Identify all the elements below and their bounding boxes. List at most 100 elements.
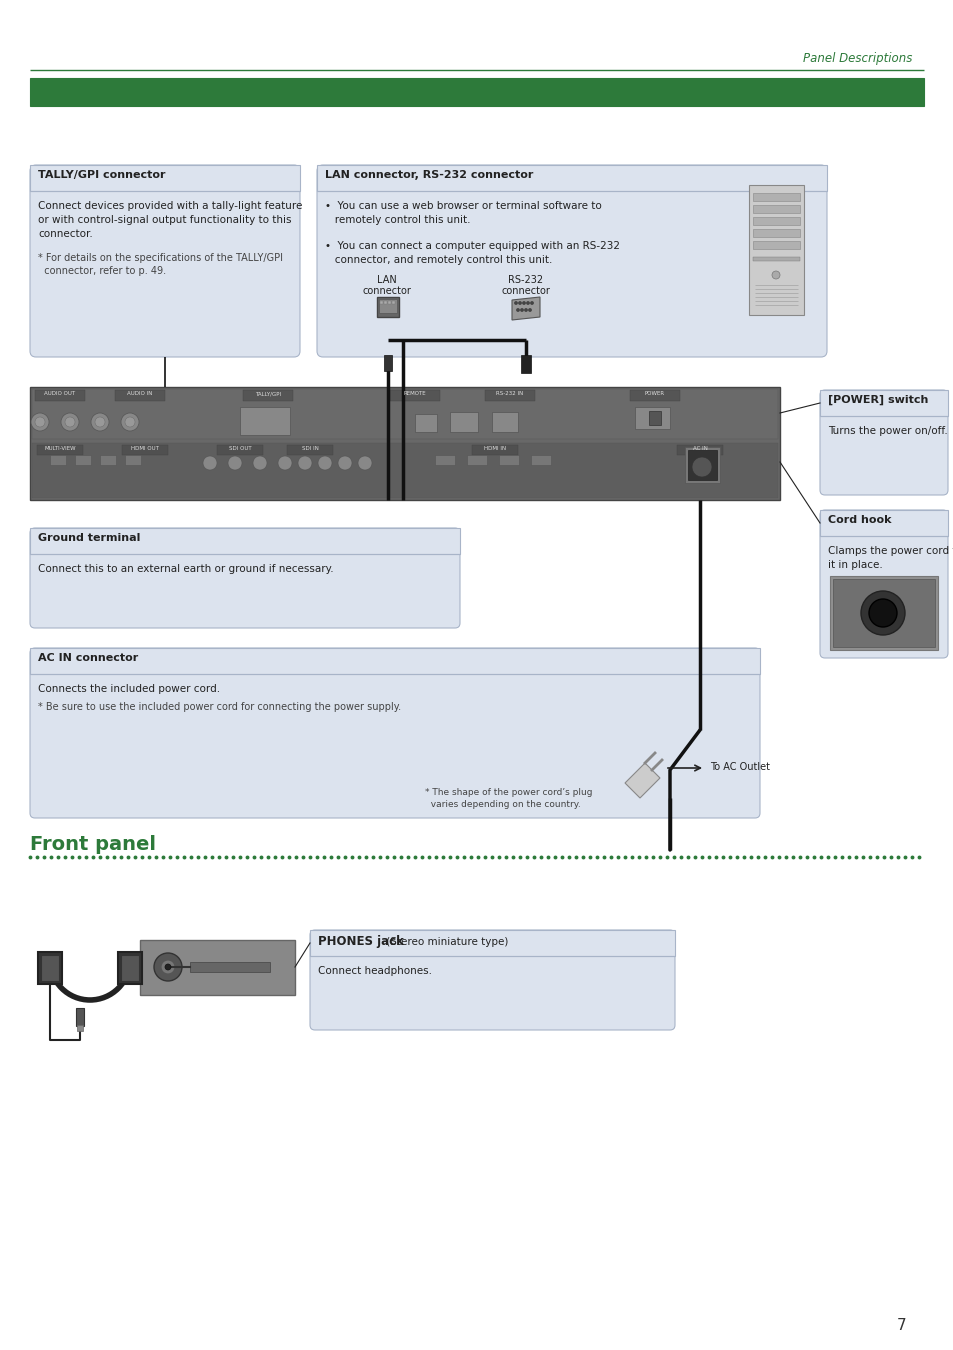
Bar <box>472 446 517 455</box>
Text: * Be sure to use the included power cord for connecting the power supply.: * Be sure to use the included power cord… <box>38 702 400 711</box>
Bar <box>752 217 800 225</box>
Text: Ground terminal: Ground terminal <box>38 533 140 543</box>
Text: Front panel: Front panel <box>30 836 156 855</box>
Circle shape <box>121 413 139 431</box>
Bar <box>435 455 455 464</box>
Circle shape <box>161 960 174 973</box>
Bar <box>118 952 142 984</box>
Circle shape <box>517 309 518 312</box>
Text: connector.: connector. <box>38 230 92 239</box>
Circle shape <box>30 413 49 431</box>
Text: •  You can connect a computer equipped with an RS-232: • You can connect a computer equipped wi… <box>325 242 619 251</box>
Bar <box>50 455 66 464</box>
Bar <box>820 390 947 416</box>
Bar <box>243 390 293 401</box>
Bar <box>520 355 531 373</box>
Text: RS-232: RS-232 <box>508 275 543 285</box>
Text: Connect headphones.: Connect headphones. <box>317 967 432 976</box>
Text: RS-232 IN: RS-232 IN <box>496 392 523 396</box>
Circle shape <box>317 456 332 470</box>
Bar <box>829 576 937 649</box>
Circle shape <box>520 309 522 312</box>
Bar <box>121 954 139 981</box>
Text: Panel Descriptions: Panel Descriptions <box>801 53 911 65</box>
Circle shape <box>524 309 527 312</box>
Bar <box>752 193 800 201</box>
Text: SDI IN: SDI IN <box>301 446 318 451</box>
Text: connector: connector <box>362 286 411 296</box>
Bar <box>190 963 270 972</box>
FancyBboxPatch shape <box>30 528 459 628</box>
Bar <box>30 528 459 554</box>
Circle shape <box>357 456 372 470</box>
Bar <box>37 446 83 455</box>
Text: connector: connector <box>501 286 550 296</box>
Bar <box>635 406 669 429</box>
Text: (Stereo miniature type): (Stereo miniature type) <box>382 937 508 946</box>
Bar <box>388 301 391 304</box>
Bar <box>752 230 800 238</box>
Bar <box>531 455 551 464</box>
Bar <box>115 390 165 401</box>
Circle shape <box>203 456 216 470</box>
Text: it in place.: it in place. <box>827 560 882 570</box>
Bar <box>450 412 477 432</box>
Bar <box>684 447 720 483</box>
Text: HDMI IN: HDMI IN <box>483 446 505 451</box>
Polygon shape <box>512 297 539 320</box>
Bar <box>752 256 800 261</box>
Bar <box>30 78 923 107</box>
Text: •  You can use a web browser or terminal software to: • You can use a web browser or terminal … <box>325 201 601 211</box>
Bar <box>832 579 934 647</box>
Bar <box>100 455 116 464</box>
Text: Connect devices provided with a tally-light feature: Connect devices provided with a tally-li… <box>38 201 302 211</box>
Text: Connect this to an external earth or ground if necessary.: Connect this to an external earth or gro… <box>38 564 334 574</box>
Bar <box>76 1008 84 1026</box>
Text: POWER: POWER <box>644 392 664 396</box>
Circle shape <box>861 591 904 634</box>
Text: 7: 7 <box>896 1318 905 1332</box>
Circle shape <box>95 417 105 427</box>
Text: connector, refer to p. 49.: connector, refer to p. 49. <box>38 266 166 275</box>
Bar <box>820 510 947 536</box>
Bar <box>140 940 294 995</box>
Text: * For details on the specifications of the TALLY/GPI: * For details on the specifications of t… <box>38 252 283 263</box>
Circle shape <box>91 413 109 431</box>
Bar <box>316 165 826 190</box>
Circle shape <box>61 413 79 431</box>
Bar <box>30 648 760 674</box>
Text: To AC Outlet: To AC Outlet <box>709 761 769 772</box>
Text: [POWER] switch: [POWER] switch <box>827 396 927 405</box>
Bar <box>216 446 263 455</box>
Circle shape <box>165 964 171 971</box>
Text: AC IN: AC IN <box>692 446 707 451</box>
FancyBboxPatch shape <box>30 648 760 818</box>
Circle shape <box>65 417 75 427</box>
Bar <box>390 390 439 401</box>
Bar <box>492 412 517 432</box>
Bar <box>30 165 299 190</box>
Text: connector, and remotely control this unit.: connector, and remotely control this uni… <box>325 255 552 265</box>
FancyBboxPatch shape <box>820 390 947 495</box>
Text: Clamps the power cord to secure: Clamps the power cord to secure <box>827 545 953 556</box>
Bar <box>415 414 436 432</box>
Text: Turns the power on/off.: Turns the power on/off. <box>827 427 946 436</box>
FancyBboxPatch shape <box>316 165 826 356</box>
Circle shape <box>526 302 529 304</box>
Bar <box>32 443 778 498</box>
Bar <box>38 952 62 984</box>
Circle shape <box>691 458 711 477</box>
Circle shape <box>297 456 312 470</box>
Text: HDMI OUT: HDMI OUT <box>131 446 159 451</box>
Circle shape <box>868 599 896 626</box>
Bar <box>35 390 85 401</box>
Text: SDI OUT: SDI OUT <box>229 446 251 451</box>
Bar <box>384 355 392 371</box>
Text: remotely control this unit.: remotely control this unit. <box>325 215 470 225</box>
Text: varies depending on the country.: varies depending on the country. <box>424 801 580 809</box>
Polygon shape <box>624 763 659 798</box>
Bar <box>498 455 518 464</box>
Bar <box>379 301 382 304</box>
Circle shape <box>277 456 292 470</box>
Text: REMOTE: REMOTE <box>403 392 426 396</box>
